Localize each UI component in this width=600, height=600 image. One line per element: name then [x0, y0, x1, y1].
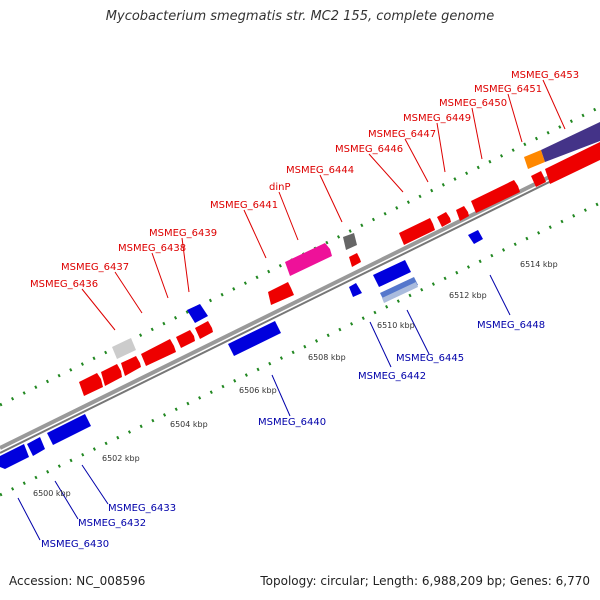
gene-label: MSMEG_6445 — [396, 353, 464, 364]
gene-label: MSMEG_6450 — [439, 98, 507, 109]
gene-label: dinP — [269, 182, 291, 193]
gene-label: MSMEG_6436 — [30, 279, 98, 290]
gene-block — [176, 330, 195, 348]
gene-block — [468, 230, 483, 244]
gene-label: MSMEG_6444 — [286, 165, 354, 176]
gene-label: MSMEG_6430 — [41, 539, 109, 550]
accession-label: Accession: NC_008596 — [9, 574, 146, 588]
gene-block — [141, 339, 176, 366]
gene-block — [541, 122, 600, 162]
gene-label: MSMEG_6433 — [108, 503, 176, 514]
gene-label: MSMEG_6437 — [61, 262, 129, 273]
gene-block — [0, 444, 29, 469]
gene-block — [399, 218, 435, 245]
gene-block — [228, 321, 281, 356]
gene-block — [27, 437, 45, 456]
scale-tick-label: 6512 kbp — [449, 291, 487, 300]
reverse-label-connectors — [17, 274, 511, 541]
gene-block — [524, 150, 545, 169]
scale-ticks: 6500 kbp 6502 kbp 6504 kbp 6506 kbp 6508… — [33, 260, 558, 498]
gene-block — [79, 373, 103, 396]
gene-block — [349, 253, 361, 267]
gene-block — [285, 243, 332, 276]
reverse-tick-track — [0, 201, 600, 497]
forward-labels: MSMEG_6436 MSMEG_6437 MSMEG_6438 MSMEG_6… — [30, 70, 579, 290]
scale-tick-label: 6506 kbp — [239, 386, 277, 395]
forward-genes — [79, 122, 600, 396]
gene-block — [437, 212, 451, 227]
gene-label: MSMEG_6448 — [477, 320, 545, 331]
gene-block — [382, 282, 418, 303]
gene-block — [187, 304, 208, 323]
gene-label: MSMEG_6449 — [403, 113, 471, 124]
forward-label-connectors — [81, 79, 566, 331]
gene-label: MSMEG_6451 — [474, 84, 542, 95]
gene-block — [545, 142, 600, 184]
gene-block — [349, 283, 362, 297]
gene-block — [268, 282, 294, 305]
gene-block — [121, 356, 141, 376]
scale-tick-label: 6508 kbp — [308, 353, 346, 362]
gene-block — [343, 233, 357, 250]
scale-tick-label: 6502 kbp — [102, 454, 140, 463]
gene-label: MSMEG_6447 — [368, 129, 436, 140]
genome-title: Mycobacterium smegmatis str. MC2 155, co… — [105, 9, 495, 24]
genome-summary-label: Topology: circular; Length: 6,988,209 bp… — [260, 574, 590, 588]
gene-label: MSMEG_6446 — [335, 144, 403, 155]
reverse-labels: MSMEG_6430 MSMEG_6432 MSMEG_6433 MSMEG_6… — [41, 320, 545, 550]
gene-label: MSMEG_6439 — [149, 228, 217, 239]
gene-block — [456, 206, 469, 221]
gene-block — [195, 321, 213, 339]
gene-block — [101, 364, 122, 386]
gene-block — [471, 180, 520, 213]
reverse-genes — [0, 230, 483, 469]
scale-tick-label: 6504 kbp — [170, 420, 208, 429]
gene-block — [373, 260, 411, 287]
gene-label: MSMEG_6453 — [511, 70, 579, 81]
genome-backbone-lower — [0, 156, 600, 454]
gene-block — [112, 338, 136, 359]
gene-block — [531, 171, 546, 187]
scale-tick-label: 6514 kbp — [520, 260, 558, 269]
gene-label: MSMEG_6440 — [258, 417, 326, 428]
scale-tick-label: 6500 kbp — [33, 489, 71, 498]
scale-tick-label: 6510 kbp — [377, 321, 415, 330]
gene-label: MSMEG_6441 — [210, 200, 278, 211]
gene-label: MSMEG_6432 — [78, 518, 146, 529]
gene-label: MSMEG_6442 — [358, 371, 426, 382]
gene-label: MSMEG_6438 — [118, 243, 186, 254]
gene-block — [47, 414, 91, 445]
